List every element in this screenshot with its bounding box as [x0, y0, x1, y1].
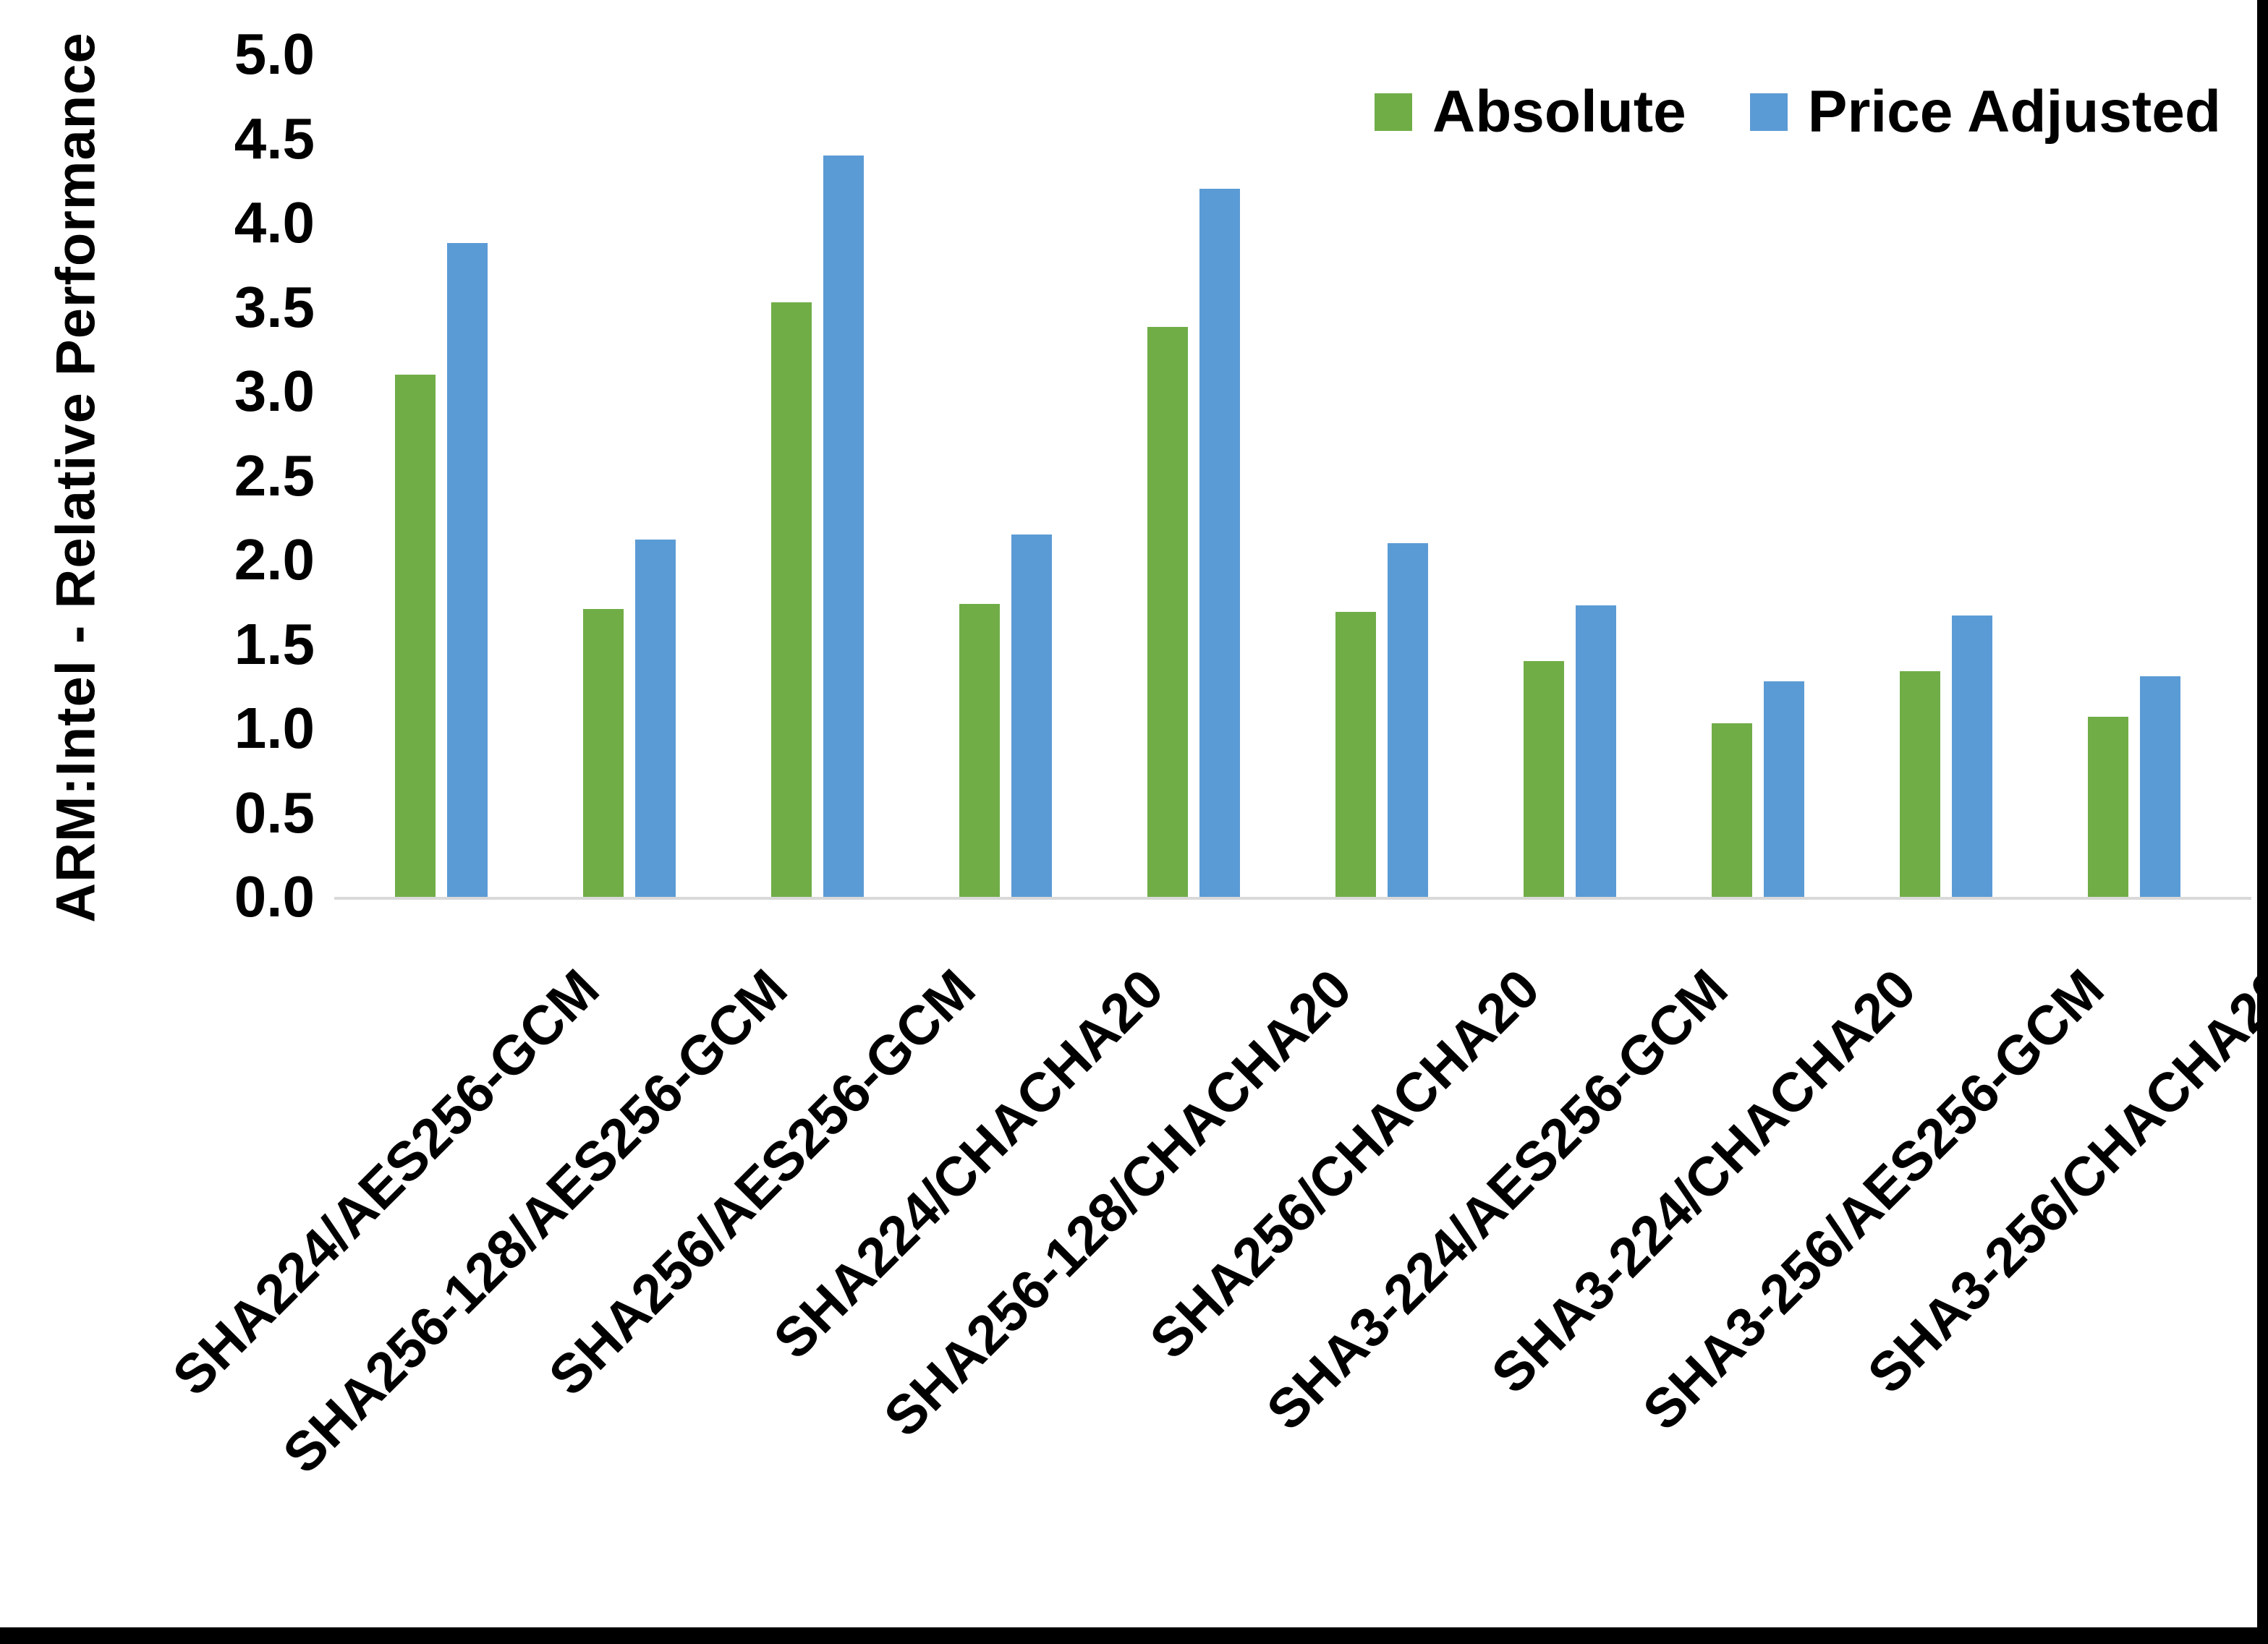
bar-price-adjusted	[447, 243, 488, 897]
bar-absolute	[1335, 612, 1376, 897]
y-axis-title: ARM:Intel - Relative Performance	[45, 32, 107, 923]
legend: Absolute Price Adjusted	[1375, 78, 2221, 146]
legend-item: Price Adjusted	[1749, 78, 2221, 146]
bar-absolute	[2088, 717, 2128, 897]
bar-absolute	[1147, 327, 1188, 897]
bar-price-adjusted	[2140, 676, 2180, 897]
bar-price-adjusted	[1388, 543, 1428, 897]
legend-swatch-icon	[1749, 93, 1788, 131]
bar-absolute	[1712, 723, 1752, 897]
bar-absolute	[395, 375, 436, 897]
bar-absolute	[583, 609, 624, 897]
bar-price-adjusted	[635, 540, 676, 897]
bar-price-adjusted	[1576, 605, 1616, 897]
x-category-label: SHA3-256/CHACHA20	[1856, 958, 2268, 1405]
bar-price-adjusted	[1952, 616, 1992, 897]
bar-absolute	[771, 302, 812, 897]
legend-item: Absolute	[1375, 78, 1686, 146]
bar-absolute	[959, 604, 1000, 897]
legend-label: Price Adjusted	[1807, 79, 2221, 145]
legend-label: Absolute	[1432, 79, 1686, 145]
x-category-label: SHA224/AES256-GCM	[161, 958, 611, 1407]
bar-absolute	[1900, 671, 1940, 897]
bar-price-adjusted	[823, 156, 864, 897]
bar-absolute	[1524, 661, 1564, 897]
bar-price-adjusted	[1199, 189, 1240, 897]
bar-price-adjusted	[1011, 534, 1052, 897]
bar-price-adjusted	[1764, 681, 1804, 897]
x-axis-line	[334, 897, 2251, 900]
legend-swatch-icon	[1375, 93, 1412, 131]
